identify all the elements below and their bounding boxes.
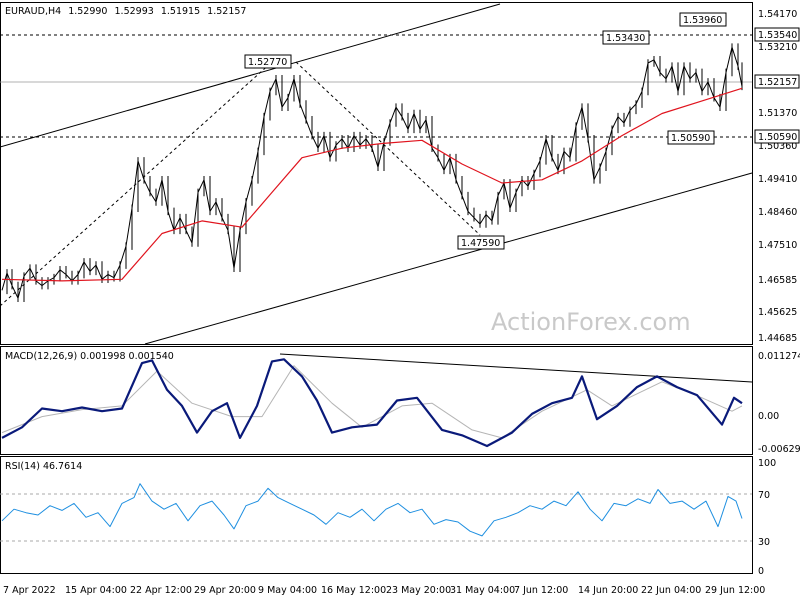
rsi-line (1, 483, 743, 537)
low-value: 1.51915 (161, 6, 200, 17)
macd-y-axis: 0.011274 0.00 -0.006295 (758, 351, 800, 455)
symbol-title: EURAUD,H4 (5, 6, 61, 17)
y-tick: 0.011274 (758, 351, 800, 362)
close-value: 1.52157 (207, 6, 246, 17)
x-tick: 22 Apr 12:00 (130, 585, 192, 596)
macd-panel-title: MACD(12,26,9) 0.001998 0.001540 (5, 351, 174, 362)
y-tick: 1.45625 (758, 307, 797, 318)
x-tick: 7 Jun 12:00 (514, 585, 568, 596)
annotation-swing-high: 1.53430 (602, 30, 650, 45)
level-label-current: 1.52157 (758, 77, 797, 88)
rsi-panel-frame (0, 456, 753, 574)
x-tick: 7 Apr 2022 (3, 585, 56, 596)
macd-trend-line (279, 353, 753, 383)
dashed-swing-line-1 (0, 61, 273, 307)
macd-panel-frame (0, 346, 753, 455)
annotation-high-label: 1.53960 (683, 15, 722, 26)
y-tick: 1.54170 (758, 9, 797, 20)
watermark: ActionForex.com (491, 308, 691, 336)
annotation-jun-low: 1.50590 (667, 130, 715, 145)
price-annotations: 1.53960 1.53430 1.52770 1.50590 1.47590 (244, 12, 727, 250)
annotation-high: 1.53960 (679, 12, 727, 27)
y-tick: 1.47510 (758, 240, 797, 251)
price-level-labels: 1.53540 1.50590 1.52157 (754, 27, 800, 144)
x-tick: 29 Jun 12:00 (705, 585, 765, 596)
y-tick: 1.53210 (758, 42, 797, 53)
price-panel-frame (0, 2, 753, 345)
trend-channel (0, 3, 753, 345)
x-tick: 15 Apr 04:00 (65, 585, 127, 596)
price-panel-title: EURAUD,H4 1.52990 1.52993 1.51915 1.5215… (5, 6, 246, 17)
annotation-may-high-label: 1.52770 (248, 57, 287, 68)
open-value: 1.52990 (68, 6, 107, 17)
annotation-may-low-label: 1.47590 (461, 238, 500, 249)
x-tick: 23 May 20:00 (386, 585, 451, 596)
x-tick: 14 Jun 20:00 (578, 585, 638, 596)
y-tick: 70 (758, 490, 770, 501)
y-tick: 0.00 (758, 411, 779, 422)
level-label-support: 1.50590 (758, 132, 797, 143)
rsi-levels (0, 493, 752, 542)
dashed-swing-line-2 (295, 61, 481, 236)
y-tick: -0.006295 (758, 444, 800, 455)
high-value: 1.52993 (115, 6, 154, 17)
y-tick: 1.46585 (758, 275, 797, 286)
y-tick: 100 (758, 458, 776, 469)
price-y-axis: 1.54170 1.53210 1.51370 1.50360 1.49410 … (758, 9, 797, 344)
rsi-panel-title: RSI(14) 46.7614 (5, 461, 82, 472)
annotation-swing-high-label: 1.53430 (606, 33, 645, 44)
annotation-may-low: 1.47590 (457, 235, 505, 250)
macd-line (1, 358, 743, 448)
y-tick: 1.49410 (758, 174, 797, 185)
y-tick: 1.50360 (758, 141, 797, 152)
x-tick: 16 May 12:00 (321, 585, 386, 596)
macd-series-group (1, 358, 743, 448)
annotation-jun-low-label: 1.50590 (671, 133, 710, 144)
price-series-group (1, 43, 743, 303)
x-axis: 7 Apr 2022 15 Apr 04:00 22 Apr 12:00 29 … (3, 585, 765, 596)
y-tick: 1.48460 (758, 207, 797, 218)
rsi-y-axis: 100 70 30 0 (758, 458, 776, 577)
y-tick: 1.44685 (758, 333, 797, 344)
annotation-may-high: 1.52770 (244, 54, 292, 69)
y-tick: 0 (758, 566, 764, 577)
x-tick: 22 Jun 04:00 (641, 585, 701, 596)
moving-average-line (1, 87, 743, 282)
lower-channel-line (144, 172, 753, 345)
macd-signal-line (1, 365, 743, 439)
price-line (1, 46, 743, 299)
x-tick: 29 Apr 20:00 (194, 585, 256, 596)
x-tick: 31 May 04:00 (450, 585, 515, 596)
level-label-resistance: 1.53540 (758, 30, 797, 41)
y-tick: 1.51370 (758, 108, 797, 119)
x-tick: 9 May 04:00 (258, 585, 317, 596)
y-tick: 30 (758, 537, 770, 548)
upper-channel-line (0, 3, 501, 148)
rsi-series-group (1, 483, 743, 537)
